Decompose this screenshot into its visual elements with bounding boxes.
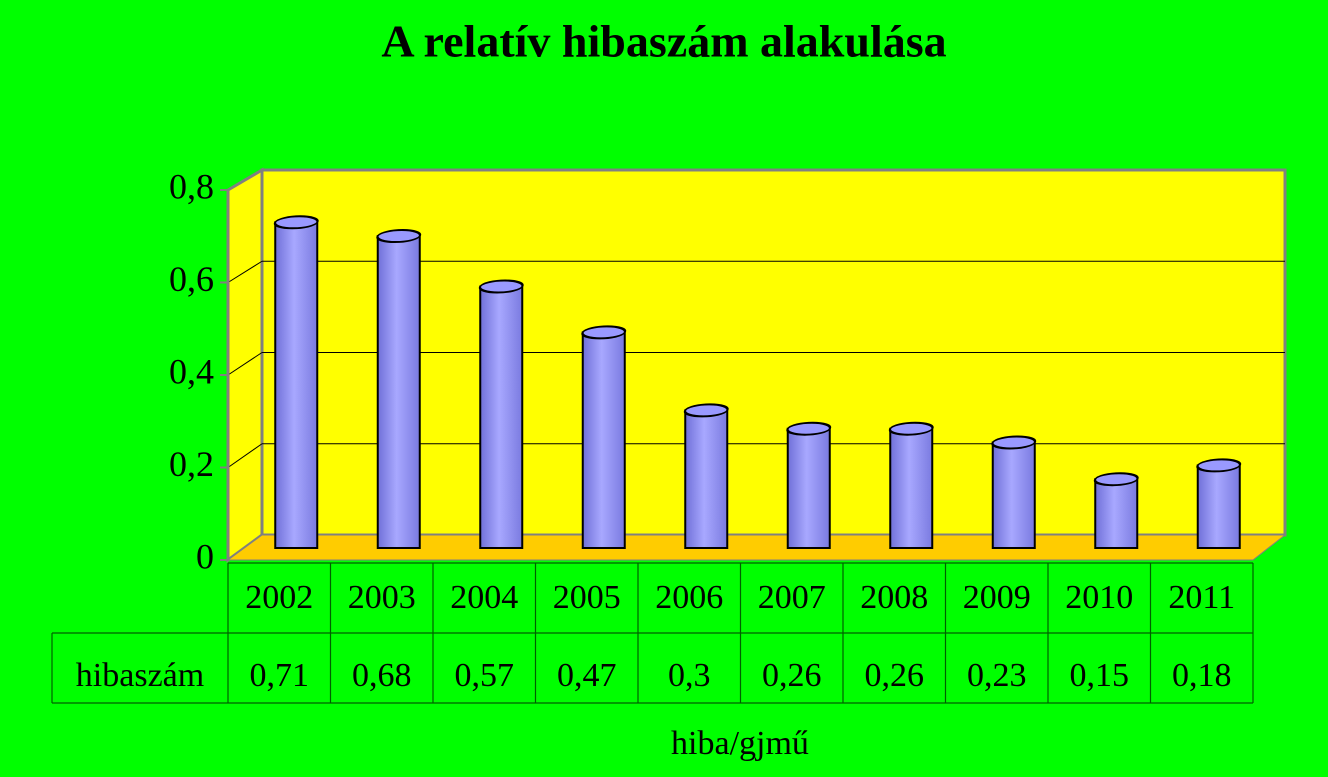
x-tick-label: 2003 xyxy=(348,579,416,616)
x-tick-label: 2011 xyxy=(1168,579,1235,616)
chart-title: A relatív hibaszám alakulása xyxy=(381,16,946,67)
value-label: 0,26 xyxy=(762,657,822,694)
bar-cap xyxy=(1196,458,1242,473)
bar-cap xyxy=(376,229,422,244)
x-tick-label: 2010 xyxy=(1065,579,1133,616)
x-tick-label: 2002 xyxy=(245,579,313,616)
bar-cap xyxy=(683,403,729,418)
x-tick-label: 2004 xyxy=(450,579,518,616)
bar xyxy=(889,427,934,550)
x-tick-label: 2009 xyxy=(963,579,1031,616)
bar-cap xyxy=(991,435,1037,450)
value-label: 0,15 xyxy=(1070,657,1130,694)
bar-cap xyxy=(888,421,934,436)
x-axis-label: hiba/gjmű xyxy=(671,725,809,762)
legend-label: hibaszám xyxy=(76,657,204,694)
bar xyxy=(376,235,421,550)
x-tick-label: 2005 xyxy=(553,579,621,616)
bar xyxy=(684,409,729,549)
side-wall xyxy=(226,167,264,563)
x-tick-label: 2008 xyxy=(860,579,928,616)
value-label: 0,3 xyxy=(668,657,711,694)
y-tick-label: 0,4 xyxy=(169,351,214,391)
y-tick-label: 0 xyxy=(196,536,214,576)
value-label: 0,68 xyxy=(352,657,412,694)
bar xyxy=(786,427,831,550)
grid: 0 0,2 0,4 0,6 0,8 xyxy=(169,166,1285,576)
bar-cap xyxy=(478,279,524,294)
value-label: 0,57 xyxy=(455,657,515,694)
y-tick-label: 0,2 xyxy=(169,444,214,484)
grid-line-side xyxy=(227,260,263,283)
grid-line-side xyxy=(227,443,263,468)
value-label: 0,71 xyxy=(250,657,310,694)
y-tick-label: 0,6 xyxy=(169,259,214,299)
value-label: 0,47 xyxy=(557,657,617,694)
value-label: 0,26 xyxy=(865,657,925,694)
data-table: hibaszám 2002 0,71 2003 0,68 2004 0,57 2005 0,47… xyxy=(51,562,1254,704)
bar xyxy=(479,285,524,549)
grid-line-side xyxy=(227,352,263,376)
bar-cap xyxy=(786,421,832,436)
bar-cap xyxy=(273,215,319,230)
bar xyxy=(991,441,1036,549)
bars xyxy=(273,215,1242,550)
value-label: 0,23 xyxy=(967,657,1027,694)
x-tick-label: 2007 xyxy=(758,579,826,616)
y-tick-label: 0,8 xyxy=(169,166,214,206)
bar xyxy=(1196,464,1241,549)
bar-cap xyxy=(581,325,627,340)
bar xyxy=(581,331,626,550)
x-tick-label: 2006 xyxy=(655,579,723,616)
bar-cap xyxy=(1093,472,1139,487)
bar xyxy=(274,221,319,549)
value-label: 0,18 xyxy=(1172,657,1232,694)
bar xyxy=(1094,478,1139,549)
